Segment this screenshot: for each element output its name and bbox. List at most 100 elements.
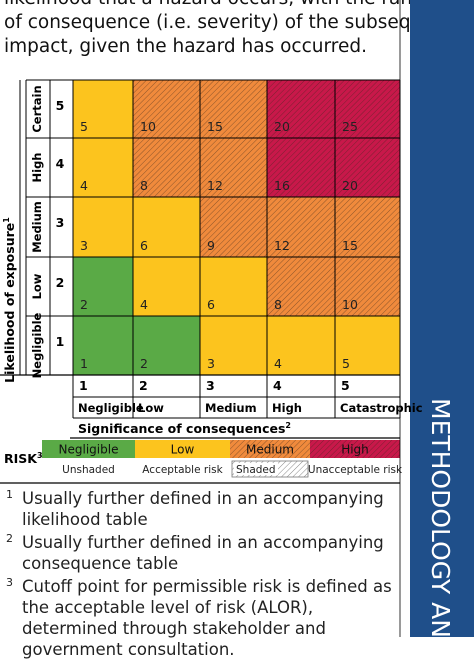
likelihood-level: 3: [56, 215, 65, 230]
consequence-label: High: [272, 401, 302, 415]
consequence-level: 4: [273, 378, 282, 393]
cell-hatch: [267, 80, 335, 138]
footnote: 2 Usually further defined in an accompany…: [0, 532, 398, 574]
cell-score: 6: [207, 297, 215, 312]
risk-cell: [73, 257, 133, 316]
cell-score: 3: [207, 356, 215, 371]
cell-hatch: [335, 80, 400, 138]
cell-hatch: [200, 80, 267, 138]
cell-score: 12: [274, 238, 290, 253]
cell-score: 5: [80, 119, 88, 134]
y-axis-title-note: 1: [2, 217, 11, 223]
cell-score: 1: [80, 356, 88, 371]
footnote-mark: 3: [6, 576, 13, 589]
footnote-text: Usually further defined in an accompanyi…: [22, 489, 384, 529]
x-axis-title-text: Significance of consequences: [78, 421, 285, 436]
likelihood-level: 2: [56, 275, 65, 290]
cell-score: 6: [140, 238, 148, 253]
cell-score: 8: [140, 178, 148, 193]
consequence-level: 3: [206, 378, 215, 393]
legend-level: Low: [171, 443, 195, 457]
cell-hatch: [133, 138, 200, 197]
legend-group: Shaded: [236, 464, 276, 476]
risk-cell: [267, 316, 335, 375]
cell-score: 15: [342, 238, 358, 253]
likelihood-level: 4: [56, 156, 65, 171]
cell-score: 10: [140, 119, 156, 134]
risk-cell: [73, 80, 133, 138]
cell-score: 25: [342, 119, 358, 134]
likelihood-level: 1: [56, 334, 65, 349]
cell-score: 2: [80, 297, 88, 312]
cell-score: 15: [207, 119, 223, 134]
legend-label: RISK3: [4, 451, 43, 466]
consequence-level: 2: [139, 378, 148, 393]
risk-cell: [200, 257, 267, 316]
consequence-level: 1: [79, 378, 88, 393]
cell-score: 4: [80, 178, 88, 193]
legend-level: Negligible: [59, 443, 119, 457]
intro-line: of consequence (i.e. severity) of the su…: [4, 12, 453, 33]
cell-score: 20: [342, 178, 358, 193]
risk-cell: [73, 316, 133, 375]
consequence-label: Catastrophic: [340, 401, 423, 415]
footnote-mark: 1: [6, 488, 13, 501]
cell-score: 8: [274, 297, 282, 312]
cell-score: 4: [274, 356, 282, 371]
consequence-level: 5: [341, 378, 350, 393]
footnote-mark: 2: [6, 532, 13, 545]
side-banner: [410, 0, 474, 637]
cell-score: 5: [342, 356, 350, 371]
cell-hatch: [335, 257, 400, 316]
footnote: 1 Usually further defined in an accompany…: [0, 488, 398, 530]
legend-label-note: 3: [37, 451, 43, 460]
likelihood-label: Negligible: [30, 312, 44, 378]
legend-hatch: [310, 440, 400, 458]
cell-hatch: [335, 197, 400, 257]
legend-level: Medium: [246, 443, 294, 457]
footnote-text: Cutoff point for permissible risk is def…: [22, 577, 392, 659]
intro-text: likelihood that a hazard occurs, with th…: [4, 0, 453, 59]
intro-line: likelihood that a hazard occurs, with th…: [4, 0, 451, 11]
legend-level: High: [341, 443, 369, 457]
likelihood-label: Certain: [30, 85, 44, 132]
cell-score: 20: [274, 119, 290, 134]
consequence-label: Medium: [205, 401, 257, 415]
cell-score: 10: [342, 297, 358, 312]
likelihood-label: Medium: [30, 201, 44, 253]
risk-cell: [200, 316, 267, 375]
cell-hatch: [200, 197, 267, 257]
cell-hatch: [267, 138, 335, 197]
risk-cell: [73, 138, 133, 197]
footnote: 3 Cutoff point for permissible risk is de…: [0, 576, 398, 660]
cell-score: 12: [207, 178, 223, 193]
legend-swatch: [42, 440, 135, 458]
cell-hatch: [267, 197, 335, 257]
cell-hatch: [267, 257, 335, 316]
risk-cell: [133, 197, 200, 257]
side-banner-text: METHODOLOGY AND R: [426, 398, 455, 637]
legend-group: Unshaded: [62, 464, 115, 476]
risk-cell: [133, 316, 200, 375]
x-axis-title-note: 2: [285, 421, 291, 430]
legend-group: Acceptable risk: [142, 464, 223, 476]
footnotes: 1 Usually further defined in an accompany…: [0, 488, 398, 662]
consequence-label: Negligible: [78, 401, 144, 415]
likelihood-level: 5: [56, 98, 65, 113]
risk-cell: [335, 316, 400, 375]
cell-score: 4: [140, 297, 148, 312]
cell-score: 16: [274, 178, 290, 193]
shaded-label-bg: [234, 463, 278, 475]
legend-group: Unacceptable risk: [308, 464, 403, 476]
cell-score: 3: [80, 238, 88, 253]
risk-cell: [73, 197, 133, 257]
legend-label-text: RISK: [4, 451, 38, 466]
cell-hatch: [200, 138, 267, 197]
likelihood-label: High: [30, 153, 44, 183]
likelihood-label: Low: [30, 273, 44, 299]
cell-hatch: [133, 80, 200, 138]
legend-swatch: [135, 440, 230, 458]
footnote-text: Usually further defined in an accompanyi…: [22, 533, 384, 573]
risk-cell: [133, 257, 200, 316]
